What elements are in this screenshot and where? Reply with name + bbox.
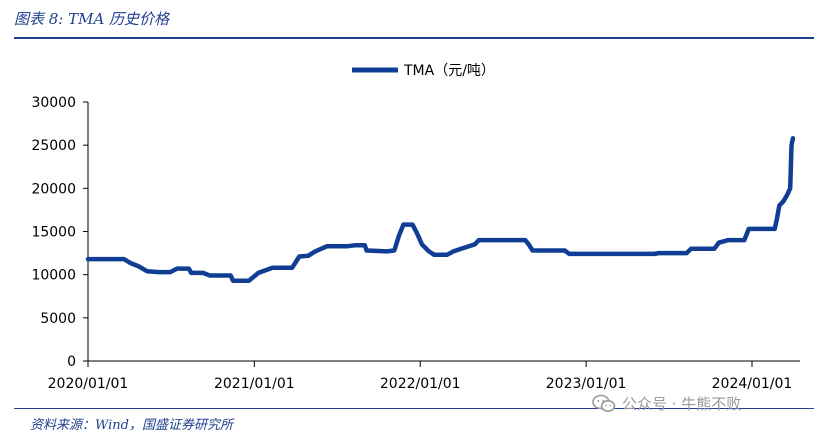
watermark: 公众号 · 牛熊不败 <box>592 393 741 414</box>
y-tick-label: 0 <box>67 354 76 370</box>
x-tick-label: 2020/01/01 <box>48 376 129 392</box>
title-divider <box>14 37 814 39</box>
chart-axes <box>83 101 800 367</box>
footer-divider <box>14 408 814 409</box>
x-tick-label: 2021/01/01 <box>214 376 295 392</box>
tma-price-chart: TMA（元/吨） 0 5000 10000 15000 20000 25000 30000 2… <box>31 63 800 392</box>
tick-labels: 0 5000 10000 15000 20000 25000 30000 2020/01/01… <box>31 95 792 392</box>
x-tick-label: 2022/01/01 <box>380 376 461 392</box>
y-tick-label: 10000 <box>31 268 76 284</box>
x-tick-label: 2024/01/01 <box>712 376 793 392</box>
y-tick-label: 30000 <box>31 95 76 111</box>
y-tick-label: 15000 <box>31 225 76 241</box>
watermark-text: 公众号 · 牛熊不败 <box>622 395 742 413</box>
y-tick-label: 20000 <box>31 181 76 197</box>
y-tick-label: 5000 <box>40 311 76 327</box>
x-tick-label: 2023/01/01 <box>546 376 627 392</box>
chart-legend: TMA（元/吨） <box>352 63 495 79</box>
series-line-tma <box>85 136 796 283</box>
y-tick-label: 25000 <box>31 138 76 154</box>
legend-label-tma: TMA（元/吨） <box>403 63 495 79</box>
source-note: 资料来源：Wind，国盛证券研究所 <box>30 418 233 433</box>
wechat-icon <box>592 394 616 412</box>
figure-title: 图表 8: TMA 历史价格 <box>14 10 170 28</box>
